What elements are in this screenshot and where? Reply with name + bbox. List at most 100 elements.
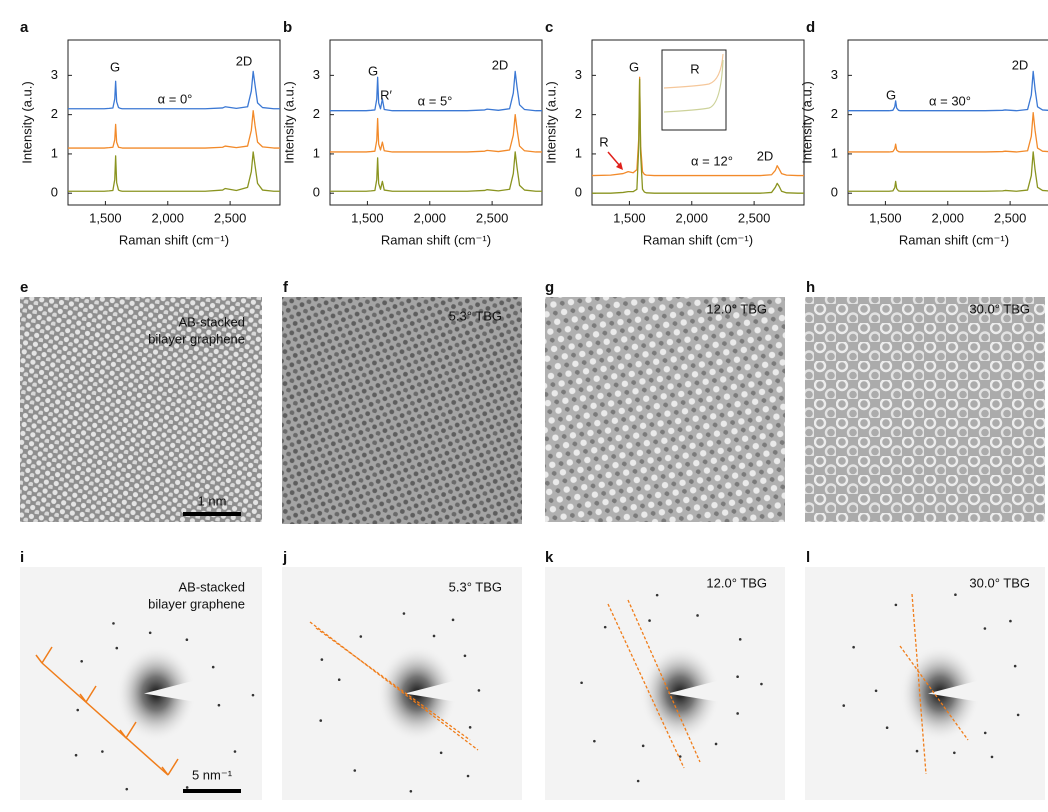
tem-image: 5.3° TBG [282, 297, 522, 524]
spectrum-line [330, 70, 542, 112]
diffraction-spot [233, 750, 237, 753]
y-tick-label: 0 [831, 185, 838, 200]
panels: a b c d e f g h i j k l 0 1 2 3 1,500 2,000 2,500 Raman shi… [19, 19, 1048, 800]
annotation: 2D [492, 57, 509, 72]
x-tick-label: 1,500 [351, 210, 384, 225]
tem-image: 30.0° TBG [805, 297, 1045, 522]
diffraction-spot [359, 635, 363, 638]
y-axis-label: Intensity (a.u.) [799, 81, 814, 163]
spectrum-line [591, 76, 804, 177]
diffraction-spot [76, 708, 80, 712]
panel-label: e [20, 279, 28, 296]
y-tick-label: 1 [313, 145, 320, 160]
arrow [607, 151, 621, 167]
raman-chart: 0 1 2 3 1,500 2,000 2,500 Raman shift (cm⁻¹) Int… [543, 39, 805, 247]
diffraction-image: 30.0° TBG [805, 567, 1045, 800]
spectrum-line [848, 151, 1048, 192]
ruler-tick [79, 685, 97, 703]
x-tick-label: 1,500 [89, 210, 122, 225]
annotation: 2D [757, 148, 774, 163]
spectrum-line [848, 70, 1048, 112]
scale-bar [183, 789, 241, 793]
guide-line [627, 599, 701, 763]
diffraction-spot [251, 693, 255, 697]
image-caption: 12.0° TBG [706, 301, 767, 316]
panel-label: h [806, 279, 815, 296]
diffraction-spot [648, 619, 651, 622]
y-tick-label: 3 [831, 67, 838, 82]
diffraction-spot [842, 704, 846, 707]
tem-texture [545, 297, 785, 522]
diffraction-spot [1013, 664, 1017, 668]
ruler [41, 662, 169, 776]
diffraction-spot [125, 787, 129, 791]
diffraction-spot [319, 719, 323, 722]
y-axis-label: Intensity (a.u.) [281, 81, 296, 163]
y-tick-label: 3 [575, 67, 582, 82]
diffraction-spot [185, 638, 189, 642]
diffraction-spot [463, 654, 467, 658]
spectrum-line [330, 113, 542, 153]
y-tick-label: 2 [51, 106, 58, 121]
x-tick-label: 2,000 [413, 210, 446, 225]
diffraction-spot [983, 627, 987, 630]
plot-frame [329, 39, 543, 206]
diffraction-image: 5.3° TBG [282, 567, 522, 800]
diffraction-image: 12.0° TBG [545, 567, 785, 800]
image-caption: 30.0° TBG [969, 575, 1030, 590]
guide-line [607, 603, 685, 769]
scale-bar [183, 512, 241, 516]
tem-image: 12.0° TBG [545, 297, 785, 522]
diffraction-spot [217, 703, 221, 707]
plot-frame [847, 39, 1048, 206]
diffraction-spot [477, 689, 481, 692]
guide-line [911, 593, 927, 775]
y-axis-label: Intensity (a.u.) [19, 81, 34, 163]
diffraction-spot [696, 614, 699, 617]
tem-texture [20, 297, 262, 522]
diffraction-spot [636, 779, 640, 783]
spectrum-line [68, 110, 280, 149]
y-tick-label: 2 [575, 106, 582, 121]
diffraction-spot [320, 658, 324, 661]
diffraction-spot [466, 774, 470, 778]
diffraction-spot [593, 739, 596, 743]
image-caption: AB-stacked [179, 579, 245, 594]
annotation: G [886, 87, 896, 102]
tem-image: AB-stacked bilayer graphene [20, 297, 262, 522]
annotation: α = 12° [691, 153, 733, 168]
annotation: R [599, 134, 608, 149]
raman-chart: 0 1 2 3 1,500 2,000 2,500 Raman shift (cm⁻¹) Int… [19, 39, 281, 247]
diffraction-image: AB-stacked bilayer graphene [20, 567, 262, 800]
image-caption: 30.0° TBG [969, 301, 1030, 316]
diffraction-spot [115, 646, 119, 650]
ruler-tick [161, 758, 179, 776]
x-tick-label: 1,500 [613, 210, 646, 225]
diffraction-spot [678, 755, 682, 758]
x-tick-label: 1,500 [869, 210, 902, 225]
x-axis-label: Raman shift (cm⁻¹) [119, 232, 229, 247]
diffraction-spot [580, 681, 583, 685]
beam-stop [144, 677, 206, 704]
image-caption: 12.0° TBG [706, 575, 767, 590]
diffraction-spot [112, 622, 115, 625]
beam-stop [405, 677, 467, 704]
diffraction-spot [915, 749, 919, 753]
spectrum-line [592, 78, 804, 194]
plot-frame [591, 39, 805, 206]
y-tick-label: 3 [313, 67, 320, 82]
y-tick-label: 0 [313, 185, 320, 200]
diffraction-spot [1009, 619, 1012, 623]
scale-bar-label: 5 nm⁻¹ [192, 767, 233, 782]
diffraction-spot [211, 665, 215, 669]
diffraction-spot [736, 712, 739, 715]
y-tick-label: 2 [313, 106, 320, 121]
panel-label: f [283, 279, 289, 296]
x-tick-label: 2,000 [931, 210, 964, 225]
x-tick-label: 2,500 [214, 210, 247, 225]
y-tick-label: 0 [575, 185, 582, 200]
panel-label: a [20, 19, 29, 36]
diffraction-spot [439, 751, 443, 755]
image-caption: 5.3° TBG [449, 579, 502, 594]
x-tick-label: 2,000 [151, 210, 184, 225]
